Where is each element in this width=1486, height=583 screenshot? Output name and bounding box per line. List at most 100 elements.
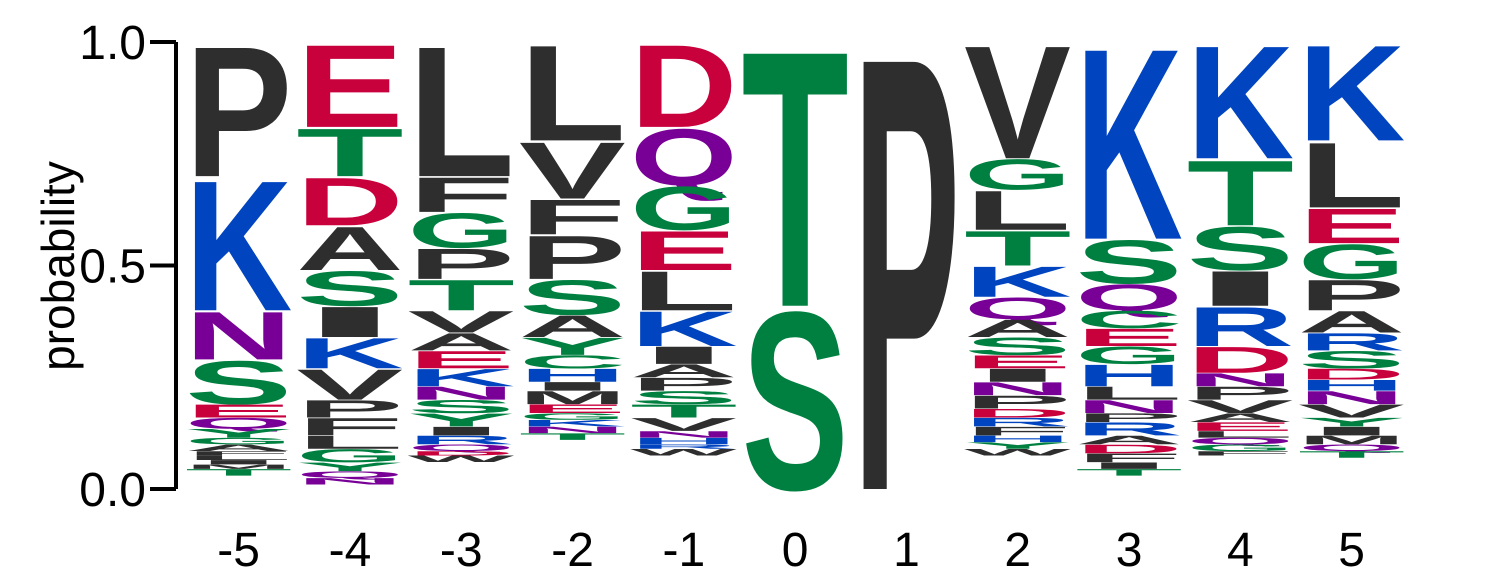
logo-letter-s: S — [519, 270, 626, 325]
logo-letter-i: I — [296, 298, 403, 347]
logo-letter-s: S — [964, 333, 1071, 361]
logo-letter-n: N — [185, 297, 292, 374]
logo-letter-s: S — [296, 261, 403, 316]
logo-letter-r: R — [408, 433, 515, 447]
logo-letter-s: S — [630, 387, 737, 408]
logo-letter-v: V — [1298, 401, 1405, 422]
x-tick-label: 2 — [1004, 524, 1031, 577]
logo-letter-f: F — [296, 413, 403, 441]
logo-letter-h: H — [1075, 358, 1182, 393]
x-axis-tick-labels: -5 -4 -3 -2 -1 0 1 2 3 4 5 — [217, 524, 1365, 577]
logo-letter-e: E — [964, 352, 1071, 373]
logo-letter-a: A — [185, 443, 292, 453]
logo-letter-k: K — [1298, 18, 1405, 170]
logo-letter-v: V — [630, 414, 737, 435]
logo-letter-q: Q — [185, 415, 292, 432]
logo-letter-n: N — [630, 429, 737, 439]
y-axis-ticks: 0.0 0.5 1.0 — [79, 17, 176, 517]
logo-letter-r: R — [1298, 328, 1405, 356]
logo-letter-y: Y — [964, 440, 1071, 450]
logo-letter-s: S — [1298, 346, 1405, 374]
logo-letter-w: W — [630, 447, 737, 457]
logo-letter-v: V — [296, 360, 403, 409]
logo-letter-t: T — [1187, 141, 1294, 245]
logo-letter-n: N — [1187, 369, 1294, 390]
y-axis-label: probability — [32, 161, 84, 371]
logo-letter-r: R — [630, 443, 737, 450]
x-tick-label: -3 — [440, 524, 483, 577]
logo-letter-p: P — [408, 239, 515, 288]
logo-letter-g: G — [519, 411, 626, 421]
logo-letter-f: F — [1187, 450, 1294, 457]
logo-letter-q: Q — [1075, 277, 1182, 318]
logo-letter-q: Q — [296, 469, 403, 479]
logo-letter-g: G — [1298, 234, 1405, 290]
logo-letter-h: H — [519, 365, 626, 386]
logo-letter-d: D — [630, 21, 737, 152]
logo-letter-y: Y — [296, 460, 403, 474]
logo-letter-s: S — [185, 348, 292, 417]
logo-letter-l: L — [408, 8, 515, 216]
x-tick-label: -5 — [217, 524, 260, 577]
logo-letter-g: G — [408, 203, 515, 259]
logo-letter-y: Y — [1298, 415, 1405, 429]
logo-letter-f: F — [408, 167, 515, 222]
logo-letter-l: L — [296, 432, 403, 453]
logo-letters: PKNSEQYGAFLIMTETDASIKVPFLGYQNLFGPTVAEKNS… — [185, 0, 1405, 583]
logo-letter-h: H — [964, 434, 1071, 444]
logo-letter-a: A — [964, 315, 1071, 343]
logo-letter-a: A — [1187, 411, 1294, 425]
logo-letter-a: A — [408, 328, 515, 356]
logo-letter-i: I — [185, 459, 292, 466]
logo-letter-k: K — [1187, 13, 1294, 193]
logo-letter-l: L — [1075, 383, 1182, 404]
logo-letter-n: N — [296, 476, 403, 486]
logo-letter-y: Y — [519, 333, 626, 361]
logo-letter-k: K — [964, 258, 1071, 306]
logo-letter-n: N — [964, 378, 1071, 399]
logo-letter-k: K — [630, 302, 737, 357]
logo-letter-f: F — [519, 190, 626, 245]
logo-letter-v: V — [519, 125, 626, 215]
logo-letter-f: F — [185, 450, 292, 457]
logo-letter-v: V — [408, 305, 515, 339]
logo-letter-s: S — [1187, 214, 1294, 283]
logo-letter-g: G — [296, 445, 403, 466]
logo-letter-k: K — [519, 418, 626, 428]
logo-letter-s: S — [1075, 227, 1182, 296]
logo-letter-i: I — [1075, 460, 1182, 470]
logo-letter-l: L — [185, 454, 292, 461]
logo-letter-i: I — [408, 424, 515, 438]
logo-letter-s: S — [742, 259, 849, 544]
logo-letter-d: D — [408, 450, 515, 457]
logo-letter-d: D — [1298, 366, 1405, 383]
logo-letter-n: N — [408, 383, 515, 404]
logo-letter-p: P — [296, 395, 403, 423]
x-tick-label: -1 — [663, 524, 706, 577]
logo-letter-i: I — [1187, 261, 1294, 316]
logo-letter-i: I — [519, 379, 626, 393]
logo-letter-q: Q — [630, 112, 737, 202]
logo-letter-l: L — [964, 179, 1071, 242]
logo-letter-k: K — [1075, 0, 1182, 297]
logo-letter-t: T — [296, 115, 403, 191]
logo-letter-a: A — [1075, 433, 1182, 447]
logo-letter-r: R — [1187, 295, 1294, 358]
logo-letter-r: R — [1075, 419, 1182, 440]
logo-letter-n: N — [519, 425, 626, 435]
logo-letter-g: G — [1075, 341, 1182, 369]
logo-letter-n: N — [1075, 396, 1182, 417]
x-tick-label: -2 — [551, 524, 594, 577]
logo-letter-t: T — [742, 0, 849, 384]
logo-letter-t: T — [519, 431, 626, 441]
logo-letter-p: P — [1187, 383, 1294, 404]
x-tick-label: 1 — [893, 524, 920, 577]
logo-letter-y: Y — [408, 410, 515, 431]
logo-letter-k: K — [296, 329, 403, 377]
logo-letter-d: D — [296, 163, 403, 240]
logo-letter-a: A — [296, 214, 403, 283]
logo-letter-e: E — [296, 20, 403, 152]
logo-letter-m: M — [519, 387, 626, 408]
logo-letter-p: P — [1075, 411, 1182, 425]
x-tick-label: -4 — [329, 524, 372, 577]
